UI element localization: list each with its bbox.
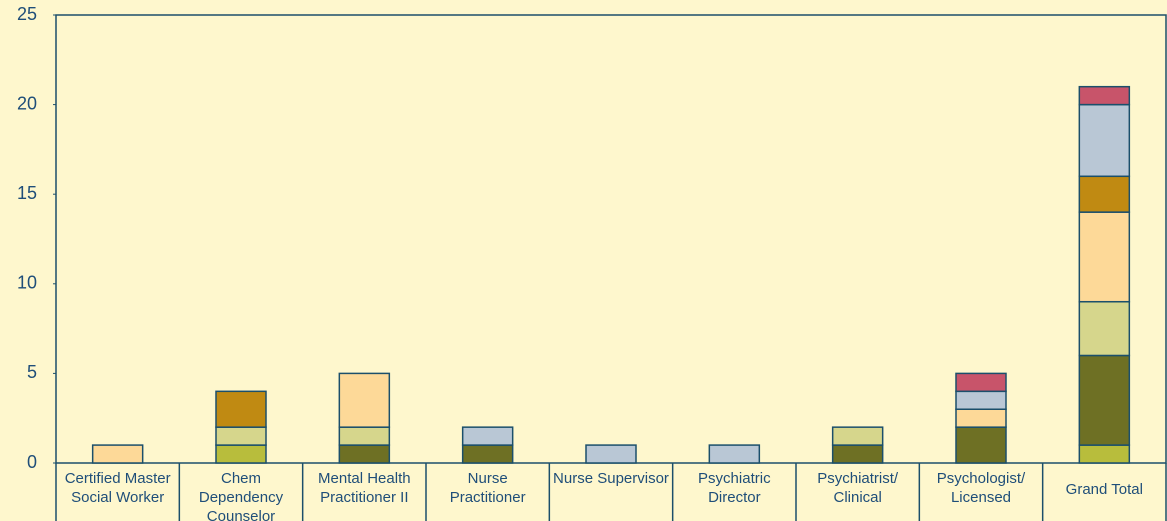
x-label-box: Grand Total bbox=[1065, 481, 1143, 498]
bar-segment bbox=[1078, 103, 1131, 178]
x-label-box: Certified Master Social Worker bbox=[64, 470, 171, 506]
bar-segment bbox=[955, 426, 1007, 464]
bar-segment bbox=[1078, 211, 1131, 303]
bar-segment bbox=[955, 372, 1007, 393]
bar-segment bbox=[215, 444, 267, 464]
x-label-box: Mental Health Practitioner II bbox=[318, 470, 411, 506]
y-tick-label: 20 bbox=[17, 93, 37, 113]
x-tick-label: Psychiatric Director bbox=[698, 470, 771, 506]
y-tick-label: 10 bbox=[17, 273, 37, 293]
bar-segment bbox=[585, 444, 637, 464]
bar-segment bbox=[461, 444, 514, 464]
y-tick-label: 5 bbox=[27, 362, 37, 382]
bar-segment bbox=[1078, 175, 1131, 213]
x-label-box: Psychiatrist/ Clinical bbox=[817, 470, 899, 506]
x-tick-label: Chem Dependency Counselor bbox=[198, 470, 284, 521]
bar-segment bbox=[831, 426, 884, 446]
bar-segment bbox=[1078, 300, 1131, 357]
x-label-box: Chem Dependency Counselor bbox=[198, 470, 284, 521]
y-tick-label: 0 bbox=[27, 452, 37, 472]
bar-segment bbox=[1078, 85, 1131, 106]
x-tick-label: Nurse Practitioner bbox=[449, 470, 526, 506]
bar-segment bbox=[91, 444, 144, 464]
x-tick-label: Mental Health Practitioner II bbox=[318, 470, 411, 506]
bar-segment bbox=[215, 426, 267, 446]
bar-segment bbox=[1078, 444, 1131, 464]
y-tick-label: 15 bbox=[17, 183, 37, 203]
bar-segment bbox=[1078, 354, 1131, 446]
bar-segment bbox=[338, 426, 391, 446]
x-label-box: Nurse Supervisor bbox=[553, 470, 669, 487]
x-label-box: Psychologist/ Licensed bbox=[936, 470, 1026, 506]
bar-segment bbox=[215, 390, 267, 428]
bar-segment bbox=[338, 444, 391, 464]
y-tick-label: 25 bbox=[17, 4, 37, 24]
bar-segment bbox=[955, 408, 1007, 428]
bar-segment bbox=[708, 444, 761, 464]
x-tick-label: Nurse Supervisor bbox=[553, 470, 669, 487]
x-tick-label: Certified Master Social Worker bbox=[64, 470, 171, 506]
x-tick-label: Grand Total bbox=[1065, 481, 1143, 498]
x-tick-label: Psychiatrist/ Clinical bbox=[817, 470, 899, 506]
bar-segment bbox=[831, 444, 884, 464]
x-label-box: Nurse Practitioner bbox=[449, 470, 526, 506]
x-label-box: Psychiatric Director bbox=[698, 470, 771, 506]
bar-segment bbox=[955, 390, 1007, 410]
bar-segment bbox=[338, 372, 391, 428]
x-tick-label: Psychologist/ Licensed bbox=[936, 470, 1026, 506]
bar-segment bbox=[461, 426, 514, 446]
